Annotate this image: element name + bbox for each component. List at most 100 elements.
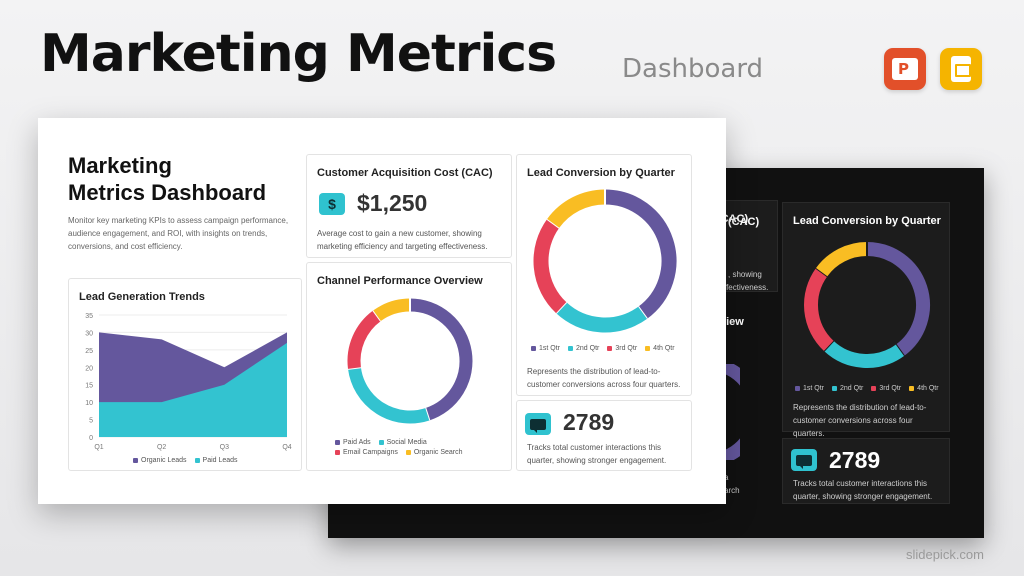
legend-swatch — [832, 386, 838, 391]
dark-lead-conversion-legend: 1st Qtr 2nd Qtr 3rd Qtr 4th Qtr — [795, 385, 939, 392]
powerpoint-icon[interactable] — [884, 48, 926, 90]
cac-value: $1,250 — [357, 190, 428, 216]
hero-title: Marketing Metrics — [40, 24, 557, 84]
lead-generation-legend: Organic Leads Paid Leads — [133, 457, 238, 464]
legend-swatch — [378, 440, 384, 445]
interactions-value: 2789 — [563, 409, 615, 435]
legend-label: 4th Qtr — [653, 345, 675, 352]
legend-swatch — [405, 450, 411, 455]
donut-slice-2nd-qtr — [823, 340, 905, 368]
legend-item: 2nd Qtr — [568, 345, 599, 352]
legend-item: Paid Ads — [335, 439, 371, 446]
lead-generation-title: Lead Generation Trends — [79, 291, 205, 303]
dark-lead-conversion-card: Lead Conversion by Quarter 1st Qtr 2nd Qt… — [782, 202, 950, 438]
legend-swatch — [335, 440, 340, 445]
legend-item: 4th Qtr — [909, 385, 939, 392]
y-tick-label: 35 — [85, 313, 93, 320]
legend-item: Social Media — [378, 439, 427, 446]
channel-performance-card: Channel Performance Overview Paid Ads Soc… — [306, 262, 512, 471]
legend-swatch — [531, 346, 536, 351]
legend-swatch — [645, 346, 651, 351]
legend-label: Paid Leads — [202, 457, 238, 464]
slice-gap — [347, 366, 362, 370]
y-tick-label: 10 — [85, 400, 93, 407]
lead-conversion-legend: 1st Qtr 2nd Qtr 3rd Qtr 4th Qtr — [531, 345, 675, 352]
donut-slice-email-campaigns — [347, 310, 382, 369]
cac-title: Customer Acquisition Cost (CAC) — [317, 167, 493, 179]
legend-item: 1st Qtr — [531, 345, 560, 352]
x-tick-label: Q3 — [220, 444, 229, 451]
donut-slice-3rd-qtr — [804, 267, 834, 351]
legend-item: 2nd Qtr — [832, 385, 863, 392]
legend-label: 2nd Qtr — [840, 385, 864, 392]
legend-item: 4th Qtr — [645, 345, 675, 352]
dark-interactions-desc: Tracks total customer interactions this … — [793, 479, 933, 501]
dark-interactions-value: 2789 — [829, 447, 881, 473]
y-tick-label: 30 — [85, 330, 93, 337]
legend-swatch — [795, 386, 800, 391]
lead-generation-chart: 0 5 10 15 20 25 30 35 Q1 Q2 Q3 Q4 — [85, 313, 292, 451]
legend-item: Organic Search — [405, 449, 463, 456]
donut-slice-1st-qtr — [604, 189, 677, 319]
slide-description: Monitor key marketing KPIs to assess cam… — [68, 216, 289, 251]
donut-slice-1st-qtr — [866, 242, 930, 356]
cac-card: Customer Acquisition Cost (CAC) $ $1,250… — [306, 154, 512, 258]
lead-conversion-description: Represents the distribution of lead-to-c… — [527, 367, 681, 389]
dark-lead-conversion-title: Lead Conversion by Quarter — [793, 215, 941, 227]
y-tick-label: 25 — [85, 348, 93, 355]
dark-cac-title-fragment: (CAC) — [728, 216, 760, 228]
hero-subtitle: Dashboard — [622, 54, 764, 84]
legend-label: 2nd Qtr — [576, 345, 600, 352]
legend-item: Paid Leads — [194, 457, 238, 464]
legend-label: 4th Qtr — [917, 385, 939, 392]
legend-label: 1st Qtr — [539, 345, 561, 352]
legend-item: Email Campaigns — [335, 449, 398, 456]
area-series-paid-leads — [99, 342, 287, 437]
legend-swatch — [871, 386, 877, 391]
legend-swatch — [335, 450, 340, 455]
y-tick-label: 20 — [85, 365, 93, 372]
legend-label: 1st Qtr — [803, 385, 825, 392]
legend-swatch — [133, 458, 138, 463]
lead-conversion-donut — [533, 189, 677, 333]
x-tick-label: Q2 — [157, 444, 166, 451]
interactions-description: Tracks total customer interactions this … — [527, 443, 667, 465]
legend-item: Organic Leads — [133, 457, 187, 464]
google-slides-icon[interactable] — [940, 48, 982, 90]
legend-item: 1st Qtr — [795, 385, 824, 392]
x-tick-label: Q4 — [282, 444, 291, 451]
legend-swatch — [194, 458, 200, 463]
legend-label: Organic Search — [413, 449, 463, 456]
lead-generation-card: Lead Generation Trends 0 5 10 15 20 25 30 35 Q1 Q… — [68, 278, 302, 471]
lead-conversion-card: Lead Conversion by Quarter 1st Qtr 2nd Qt… — [516, 154, 692, 396]
legend-label: Paid Ads — [343, 439, 371, 446]
y-tick-label: 0 — [89, 435, 93, 442]
dark-channel-donut-fragment — [707, 364, 740, 460]
legend-swatch — [909, 386, 915, 391]
slide-title-line2: Metrics Dashboard — [68, 180, 267, 205]
legend-swatch — [607, 346, 613, 351]
dollar-icon: $ — [319, 193, 345, 215]
legend-label: Organic Leads — [141, 457, 187, 464]
dark-channel-legend-a: a — [724, 473, 729, 482]
dark-chat-icon — [791, 449, 817, 471]
dark-cac-desc-1: , showing — [728, 270, 762, 279]
dark-lead-conversion-donut — [804, 242, 930, 368]
legend-label: 3rd Qtr — [879, 385, 902, 392]
legend-label: Social Media — [386, 439, 427, 446]
x-tick-label: Q1 — [94, 444, 103, 451]
donut-slice-social-media — [347, 366, 430, 424]
slide-title: Marketing Metrics Dashboard — [68, 152, 266, 206]
dark-lead-conversion-desc: Represents the distribution of lead-to-c… — [793, 403, 927, 438]
y-tick-label: 5 — [89, 418, 93, 425]
donut-slice-paid-ads — [409, 298, 473, 421]
donut-slice-4th-qtr — [547, 189, 606, 229]
dark-cac-desc-2: ffectiveness. — [724, 283, 769, 292]
legend-label: 3rd Qtr — [615, 345, 638, 352]
interactions-card: 2789 Tracks total customer interactions … — [516, 400, 692, 471]
dark-interactions-card: 2789 Tracks total customer interactions … — [782, 438, 950, 504]
y-tick-label: 15 — [85, 383, 93, 390]
white-slide-preview[interactable]: Marketing Metrics Dashboard Monitor key … — [38, 118, 726, 504]
donut-slice-organic-search — [373, 298, 411, 322]
channel-performance-donut — [347, 298, 473, 424]
